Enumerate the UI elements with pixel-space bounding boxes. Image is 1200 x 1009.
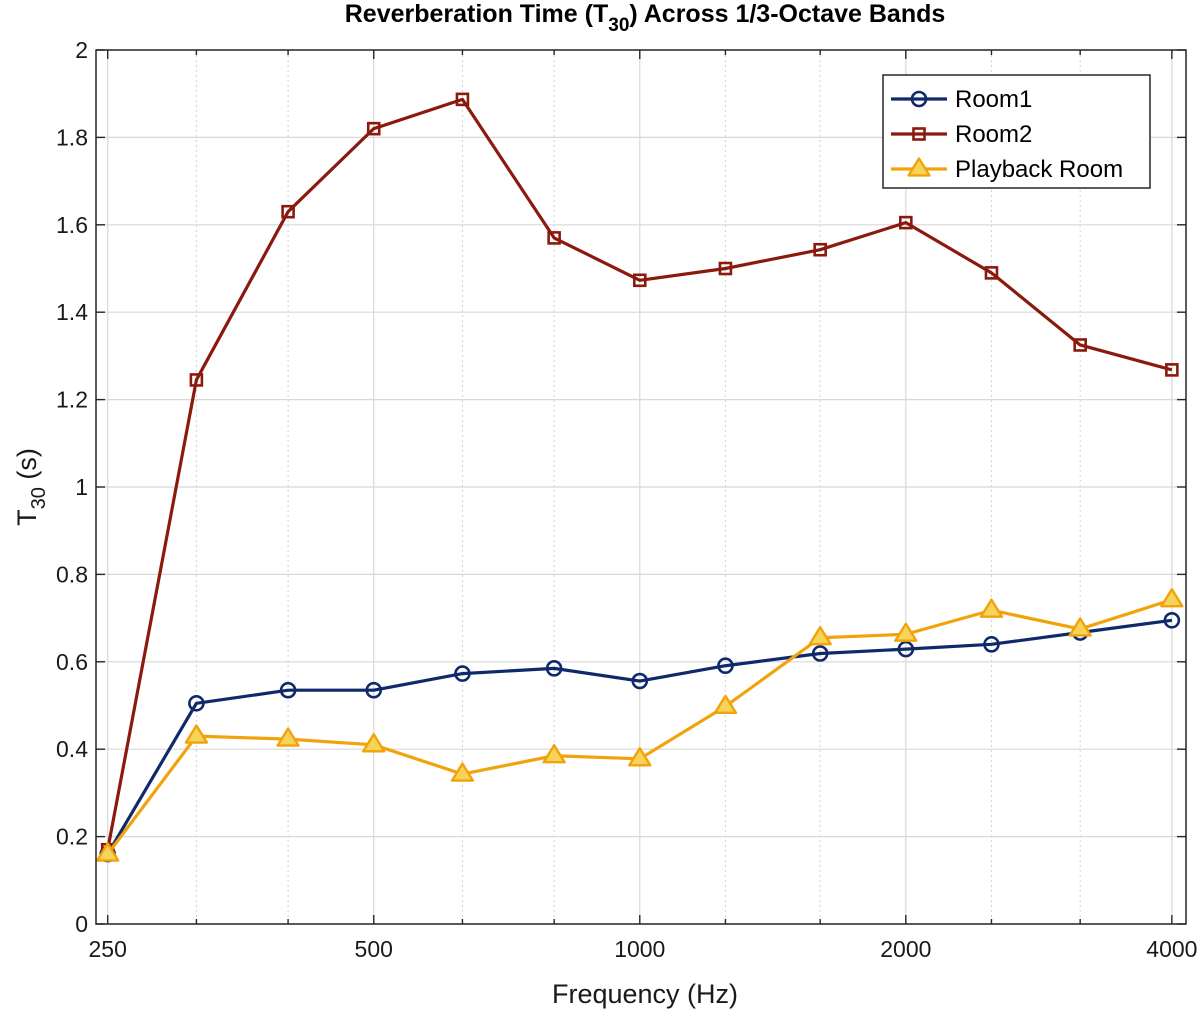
- data-point: [188, 695, 205, 712]
- data-point: [718, 261, 733, 276]
- data-point: [632, 273, 647, 288]
- data-point: [545, 660, 563, 677]
- y-tick-label: 2: [75, 37, 88, 63]
- y-tick-label: 0.8: [56, 561, 88, 587]
- x-axis-label: Frequency (Hz): [552, 979, 738, 1009]
- data-point: [899, 215, 913, 230]
- legend-markers: [891, 90, 947, 177]
- x-tick-label: 500: [355, 936, 393, 962]
- data-point: [713, 694, 738, 715]
- data-point: [628, 747, 652, 767]
- data-point: [808, 626, 832, 646]
- y-tick-label: 0.6: [56, 649, 88, 675]
- legend-marker: [907, 157, 931, 177]
- data-point: [631, 672, 649, 690]
- data-point: [450, 762, 475, 782]
- data-point: [1165, 363, 1179, 377]
- data-point: [1160, 588, 1184, 608]
- data-point: [979, 598, 1004, 618]
- legend: Room1 Room2 Playback Room: [882, 74, 1151, 189]
- chart-title-subscript: 30: [608, 15, 629, 36]
- x-tick-label: 4000: [1146, 936, 1197, 962]
- data-point: [542, 744, 566, 764]
- data-point: [279, 681, 297, 699]
- data-point: [184, 724, 209, 744]
- y-axis-label-rest: (s): [12, 448, 42, 487]
- legend-marker: [910, 90, 928, 108]
- data-point: [984, 266, 999, 280]
- data-point: [1073, 338, 1087, 352]
- y-tick-label: 1.2: [56, 387, 88, 413]
- x-tick-label: 2000: [880, 936, 931, 962]
- data-point: [189, 373, 204, 387]
- data-point: [454, 665, 471, 682]
- series-playback-room: [95, 588, 1184, 862]
- y-tick-label: 1.6: [56, 212, 88, 238]
- data-point: [276, 727, 300, 747]
- series-line: [106, 97, 1173, 851]
- data-point: [455, 92, 470, 107]
- chart-title: Reverberation Time (T30) Across 1/3-Octa…: [345, 0, 946, 36]
- data-point: [894, 622, 918, 642]
- y-axis-label-main: T: [12, 509, 42, 526]
- data-point: [1163, 611, 1181, 629]
- y-tick-label: 1.4: [56, 299, 88, 325]
- series-room1: [99, 611, 1181, 863]
- chart-title-rest: ) Across 1/3-Octave Bands: [629, 0, 945, 28]
- y-tick-label: 0.2: [56, 824, 88, 850]
- legend-marker: [912, 127, 926, 141]
- chart-title-main: Reverberation Time (T: [345, 0, 609, 28]
- data-point: [366, 121, 381, 136]
- series-line: [106, 618, 1173, 855]
- data-point: [811, 645, 829, 662]
- legend-label-playback-room: Playback Room: [955, 156, 1123, 183]
- data-point: [717, 657, 734, 675]
- data-point: [1068, 617, 1092, 637]
- tick-labels: 0 0.2 0.4 0.6 0.8 1 1.2 1.4 1.6 1.8 2 250 500 1000 200…: [56, 37, 1197, 962]
- data-point: [365, 681, 383, 699]
- x-tick-label: 250: [89, 936, 127, 962]
- series-layer: [95, 92, 1184, 863]
- y-axis-label-subscript: 30: [28, 487, 50, 509]
- data-point: [362, 733, 386, 753]
- y-tick-label: 0: [75, 911, 88, 937]
- data-point: [897, 640, 915, 658]
- legend-label-room2: Room2: [955, 121, 1032, 148]
- data-point: [547, 231, 561, 245]
- data-point: [95, 842, 120, 862]
- y-tick-label: 0.4: [56, 736, 88, 762]
- series-room2: [100, 92, 1179, 857]
- data-point: [281, 204, 295, 219]
- y-tick-label: 1: [75, 474, 88, 500]
- data-point: [983, 636, 1000, 653]
- y-tick-label: 1.8: [56, 124, 88, 150]
- y-axis-label: T30 (s): [12, 448, 50, 526]
- data-point: [813, 242, 827, 257]
- x-tick-label: 1000: [614, 936, 665, 962]
- legend-label-room1: Room1: [955, 86, 1032, 113]
